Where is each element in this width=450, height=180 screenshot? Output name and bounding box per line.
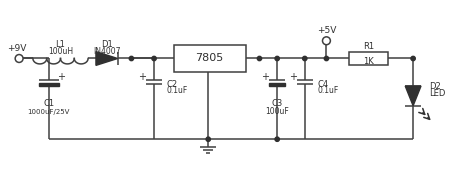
Text: 0.1uF: 0.1uF (318, 86, 339, 95)
Text: 100uH: 100uH (48, 47, 73, 56)
Circle shape (411, 56, 415, 61)
Text: L1: L1 (55, 40, 65, 49)
Bar (269, 83, 285, 86)
Circle shape (324, 56, 328, 61)
Circle shape (275, 137, 279, 141)
Text: 100uF: 100uF (266, 107, 289, 116)
Text: +5V: +5V (317, 26, 336, 35)
Text: +9V: +9V (8, 44, 27, 53)
Text: C3: C3 (271, 99, 283, 108)
Polygon shape (96, 52, 117, 65)
Text: C1: C1 (43, 99, 54, 108)
Text: LED: LED (429, 89, 445, 98)
Text: C2: C2 (167, 80, 178, 89)
Bar (39, 83, 58, 86)
Bar (349, 52, 388, 65)
Text: +: + (261, 72, 270, 82)
Circle shape (275, 56, 279, 61)
Text: 0.1uF: 0.1uF (167, 86, 188, 95)
Circle shape (257, 56, 261, 61)
Text: D2: D2 (429, 82, 441, 91)
Polygon shape (405, 86, 421, 106)
Circle shape (206, 137, 211, 141)
Circle shape (129, 56, 134, 61)
Text: +: + (58, 72, 65, 82)
Text: +: + (289, 72, 297, 82)
Text: 1K: 1K (364, 57, 374, 66)
Text: R1: R1 (363, 42, 374, 51)
Text: 7805: 7805 (196, 53, 224, 64)
Circle shape (302, 56, 307, 61)
Text: 1000uF/25V: 1000uF/25V (27, 109, 70, 115)
Bar (174, 45, 246, 72)
Text: C4: C4 (318, 80, 328, 89)
Text: +: + (138, 72, 146, 82)
Text: D1: D1 (101, 40, 112, 49)
Circle shape (152, 56, 156, 61)
Text: IN4007: IN4007 (93, 47, 121, 56)
